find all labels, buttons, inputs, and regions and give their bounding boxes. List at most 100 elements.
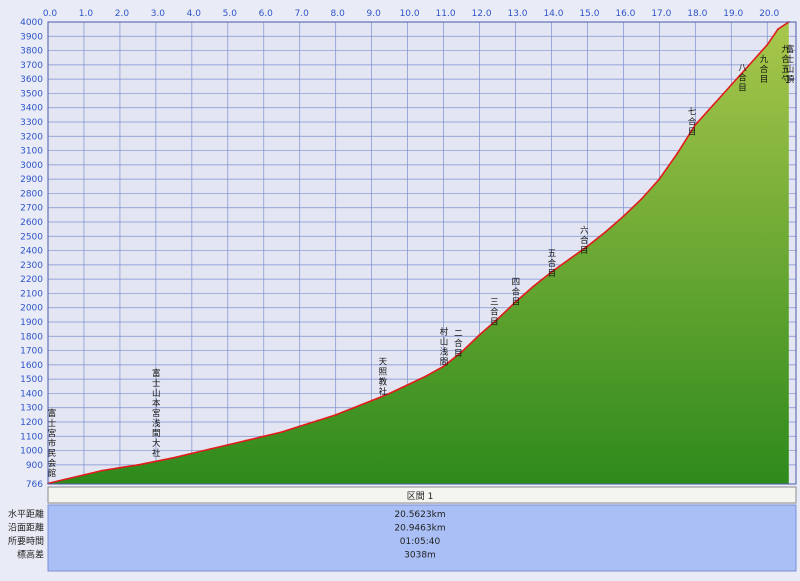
data-point (352, 406, 355, 409)
waypoint-label: 七合目 (688, 108, 697, 138)
data-point (478, 333, 481, 336)
y-tick-label: 2500 (20, 232, 43, 242)
summary-label: 所要時間 (8, 536, 44, 547)
svg-text:照: 照 (379, 368, 388, 378)
svg-text:合: 合 (454, 338, 463, 349)
section-tab[interactable] (47, 486, 797, 504)
svg-text:合: 合 (512, 287, 521, 298)
y-tick-label: 3700 (20, 61, 43, 71)
data-point (532, 285, 535, 288)
x-tick-label: 13.0 (507, 9, 527, 19)
svg-text:合: 合 (781, 54, 790, 65)
svg-text:目: 目 (760, 75, 769, 85)
summary-value: 01:05:40 (400, 537, 441, 547)
section-tab-label: 区間 1 (407, 491, 434, 502)
svg-text:富: 富 (152, 368, 161, 379)
svg-text:合: 合 (490, 307, 499, 318)
data-point (226, 443, 229, 446)
y-tick-label: 4000 (20, 18, 43, 28)
svg-text:富: 富 (48, 408, 57, 419)
y-tick-label: 3900 (20, 32, 43, 42)
data-point (777, 28, 779, 31)
svg-text:間: 間 (440, 358, 449, 368)
data-point (370, 399, 373, 402)
y-tick-label: 3200 (20, 132, 43, 142)
svg-text:館: 館 (48, 468, 57, 479)
x-tick-label: 1.0 (79, 9, 94, 19)
svg-text:目: 目 (548, 269, 557, 279)
svg-text:天: 天 (379, 358, 388, 368)
svg-text:九: 九 (760, 55, 769, 65)
y-tick-label: 1200 (20, 418, 43, 428)
y-tick-label: 900 (26, 461, 43, 471)
svg-text:二: 二 (454, 329, 463, 339)
svg-text:社: 社 (152, 448, 161, 459)
x-tick-label: 7.0 (295, 9, 310, 19)
summary-panel (47, 504, 797, 572)
svg-text:山: 山 (786, 64, 795, 75)
y-tick-label: 1600 (20, 361, 43, 371)
summary-value: 20.9463km (394, 524, 445, 534)
y-tick-label: 1900 (20, 318, 43, 328)
y-tick-label: 1300 (20, 404, 43, 414)
data-point (694, 123, 697, 126)
svg-text:士: 士 (786, 54, 795, 65)
x-tick-label: 14.0 (543, 9, 563, 19)
y-tick-label: 3400 (20, 104, 43, 114)
waypoint-labels: 富士宮市民会館富士山本宮浅間大社天照教社村山浅間二合目三合目四合目五合目六合目七… (48, 44, 795, 479)
x-tick-label: 20.0 (759, 9, 779, 19)
svg-text:間: 間 (152, 429, 161, 439)
data-point (262, 435, 265, 438)
x-tick-label: 19.0 (723, 9, 743, 19)
x-tick-label: 0.0 (43, 9, 58, 19)
x-tick-label: 17.0 (651, 9, 671, 19)
data-point (190, 452, 193, 455)
data-point (298, 425, 301, 428)
data-point (83, 473, 85, 476)
svg-text:浅: 浅 (440, 347, 449, 358)
svg-text:四: 四 (512, 278, 521, 288)
svg-text:目: 目 (454, 349, 463, 359)
x-tick-label: 5.0 (223, 9, 238, 19)
waypoint-label: 三合目 (490, 298, 499, 328)
waypoint-label: 八合目 (738, 63, 747, 93)
x-tick-label: 6.0 (259, 9, 274, 19)
svg-text:六: 六 (580, 225, 589, 236)
data-point (640, 198, 643, 201)
svg-text:目: 目 (738, 83, 747, 93)
svg-text:合: 合 (760, 64, 769, 75)
summary-label: 沿面距離 (8, 522, 44, 534)
svg-text:社: 社 (379, 387, 388, 398)
x-tick-label: 9.0 (366, 9, 381, 19)
y-tick-label: 1400 (20, 389, 43, 399)
data-point (604, 231, 607, 233)
data-point (514, 301, 517, 303)
data-point (496, 318, 499, 321)
data-point (424, 375, 427, 378)
waypoint-label: 四合目 (512, 278, 521, 308)
data-point (586, 245, 589, 248)
svg-text:合: 合 (738, 72, 747, 83)
y-tick-label: 2300 (20, 261, 43, 271)
y-axis-ticks: 766 900 1000 1100 1200 1300 1400 1500 1600 1700 18… (20, 18, 43, 490)
data-point (658, 178, 661, 181)
x-tick-label: 12.0 (472, 9, 492, 19)
svg-text:士: 士 (48, 418, 57, 429)
summary-rows: 水平距離 20.5623km 沿面距離 20.9463km 所要時間 01:05:40 標高… (8, 508, 446, 561)
svg-text:合: 合 (688, 117, 697, 128)
data-point (119, 466, 121, 469)
svg-text:目: 目 (580, 246, 589, 256)
x-tick-label: 18.0 (687, 9, 707, 19)
svg-text:目: 目 (490, 318, 499, 328)
data-point (172, 456, 175, 459)
data-point (730, 83, 733, 86)
y-tick-label: 2100 (20, 289, 43, 299)
elevation-area (48, 22, 789, 484)
svg-text:合: 合 (548, 258, 557, 269)
svg-text:士: 士 (152, 378, 161, 389)
summary-label: 標高差 (17, 549, 44, 561)
series-points (47, 21, 790, 485)
data-point (334, 413, 337, 416)
svg-text:山: 山 (440, 337, 449, 348)
